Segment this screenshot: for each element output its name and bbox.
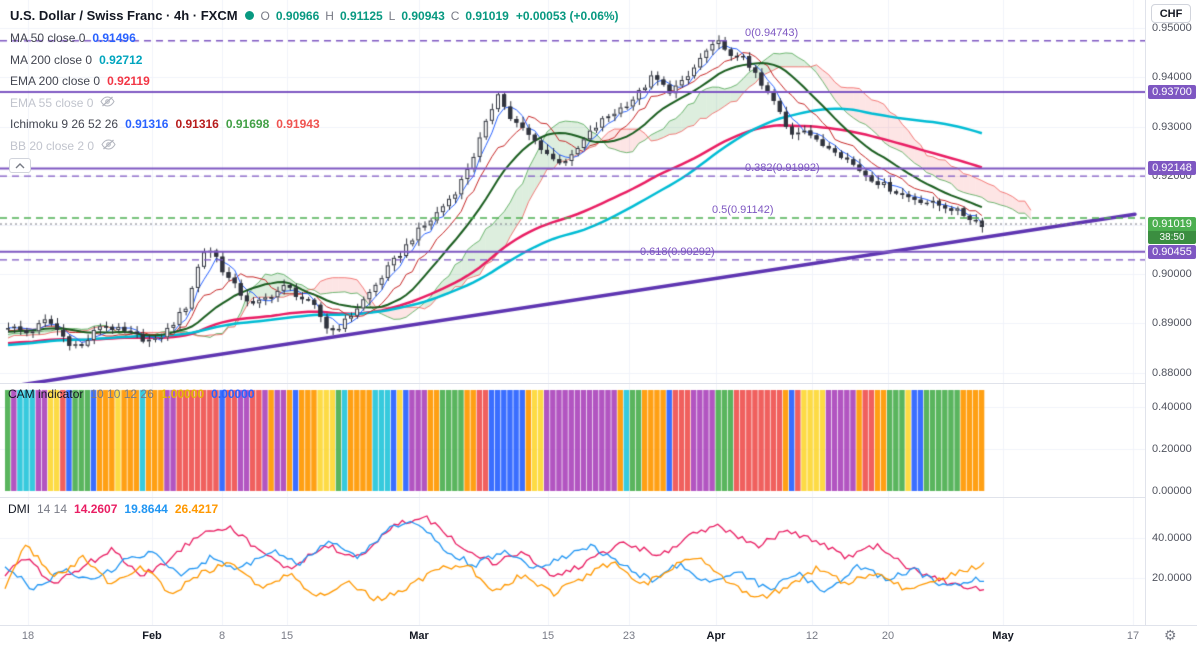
chart-canvas[interactable]: [0, 0, 1145, 625]
time-label: Mar: [409, 630, 429, 642]
time-label: Apr: [706, 630, 726, 642]
indicator-legend-ma50[interactable]: MA 50 close 0 0.91496: [10, 29, 136, 47]
time-label: 20: [881, 630, 895, 642]
cam-indicator-params: 10 10 12 26: [90, 387, 154, 401]
fib-level-label: 0.5(0.91142): [712, 203, 774, 216]
ohlc-key: H: [325, 8, 334, 23]
time-label: 15: [541, 630, 555, 642]
indicator-value: 0.91316: [125, 117, 169, 131]
ohlc-key: C: [450, 8, 460, 23]
visibility-off-icon[interactable]: [101, 138, 116, 153]
dmi-indicator-params: 14 14: [37, 502, 68, 516]
fib-level-label: 0.618(0.90292): [640, 245, 715, 258]
indicator-value: 0.91316: [175, 117, 219, 131]
indicator-name: MA 50 close 0: [10, 31, 86, 45]
indicator-legend-ema200[interactable]: EMA 200 close 0 0.92119: [10, 72, 150, 90]
time-label: 15: [280, 630, 294, 642]
dmi-value: 19.8644: [124, 502, 168, 516]
dmi-value: 14.2607: [74, 502, 118, 516]
ohlc-value: 0.90943: [401, 8, 445, 23]
indicator-legend-bb[interactable]: BB 20 close 2 0: [10, 137, 116, 155]
time-axis[interactable]: 18 Feb 8 15 Mar 15 23 Apr 12 20 May 17: [0, 625, 1197, 645]
cam-scale-tick: 0.20000: [1152, 443, 1192, 455]
time-label: 23: [622, 630, 636, 642]
indicator-value: 0.91496: [92, 31, 136, 45]
ohlc-values: O 0.90966 H 0.91125 L 0.90943 C 0.91019: [261, 9, 509, 23]
indicator-value: 0.91698: [225, 117, 270, 131]
indicator-legend-ema55[interactable]: EMA 55 close 0: [10, 94, 115, 112]
indicator-name: MA 200 close 0: [10, 52, 93, 67]
pane-separator[interactable]: [0, 497, 1197, 498]
price-line-badge: 0.90455: [1148, 244, 1196, 259]
chevron-up-icon: [15, 162, 25, 168]
indicator-name: BB 20 close 2 0: [10, 138, 95, 153]
indicator-name: EMA 55 close 0: [10, 95, 94, 110]
cam-indicator-legend[interactable]: CAM indicator 10 10 12 26 1.00000 0.00000: [8, 387, 255, 401]
cam-value: 0.00000: [211, 387, 255, 401]
price-tick: 0.88000: [1152, 366, 1192, 379]
settings-gear-icon[interactable]: ⚙: [1164, 627, 1177, 643]
indicator-legend-ma200[interactable]: MA 200 close 0 0.92712: [10, 51, 142, 69]
dmi-indicator-values: 14.2607 19.8644 26.4217: [74, 502, 218, 516]
price-change: +0.00053 (+0.06%): [515, 8, 619, 23]
indicator-name: EMA 200 close 0: [10, 74, 101, 88]
dmi-indicator-legend[interactable]: DMI 14 14 14.2607 19.8644 26.4217: [8, 502, 218, 516]
currency-toggle-button[interactable]: CHF: [1151, 4, 1191, 23]
price-tick: 0.95000: [1152, 22, 1192, 35]
pane-separator[interactable]: [0, 383, 1197, 384]
time-label: 18: [21, 630, 35, 642]
indicator-value: 0.92119: [107, 74, 150, 88]
price-tick: 0.90000: [1152, 268, 1192, 281]
ohlc-key: O: [260, 8, 270, 23]
price-axis[interactable]: 0.95000 0.94000 0.93000 0.92000 0.90000 0.890…: [1145, 0, 1197, 625]
dmi-scale-tick: 40.0000: [1152, 532, 1192, 544]
price-tick: 0.93000: [1152, 120, 1192, 133]
indicator-legend-ichimoku[interactable]: Ichimoku 9 26 52 26 0.91316 0.91316 0.91698…: [10, 115, 320, 133]
legend-collapse-button[interactable]: [9, 158, 31, 173]
dmi-indicator-name: DMI: [8, 502, 30, 516]
time-label: 8: [218, 630, 226, 642]
bar-countdown: 38:50: [1148, 231, 1196, 245]
indicator-value: 0.92712: [99, 52, 143, 67]
visibility-off-icon[interactable]: [100, 95, 115, 110]
last-price-badge: 0.91019: [1148, 217, 1196, 232]
price-line-badge: 0.91019 38:50: [1148, 217, 1196, 245]
price-line-badge: 0.93700: [1148, 85, 1196, 100]
cam-indicator-name: CAM indicator: [8, 387, 84, 401]
ohlc-value: 0.90966: [275, 8, 320, 23]
ohlc-value: 0.91125: [339, 8, 383, 23]
time-label: 12: [805, 630, 819, 642]
price-line-badge: 0.92148: [1148, 161, 1196, 176]
cam-indicator-values: 1.00000 0.00000: [161, 387, 255, 401]
time-label: May: [992, 630, 1014, 642]
cam-value: 1.00000: [160, 387, 205, 401]
fib-level-label: 0(0.94743): [745, 26, 799, 39]
dmi-value: 26.4217: [174, 502, 219, 516]
cam-scale-tick: 0.00000: [1152, 485, 1192, 497]
time-label: 17: [1126, 630, 1140, 642]
data-feed-dot-icon: [244, 11, 254, 20]
time-label: Feb: [142, 630, 162, 642]
price-tick: 0.89000: [1152, 317, 1192, 330]
dmi-scale-tick: 20.0000: [1152, 572, 1192, 584]
fib-level-label: 0.382(0.91992): [745, 162, 820, 175]
symbol-title[interactable]: U.S. Dollar / Swiss Franc · 4h · FXCM: [10, 8, 238, 23]
ohlc-value: 0.91019: [465, 8, 509, 23]
indicator-value: 0.91943: [276, 117, 320, 131]
price-tick: 0.94000: [1152, 71, 1192, 84]
cam-scale-tick: 0.40000: [1152, 401, 1192, 413]
indicator-name: Ichimoku 9 26 52 26: [10, 117, 119, 131]
ohlc-key: L: [388, 8, 396, 23]
